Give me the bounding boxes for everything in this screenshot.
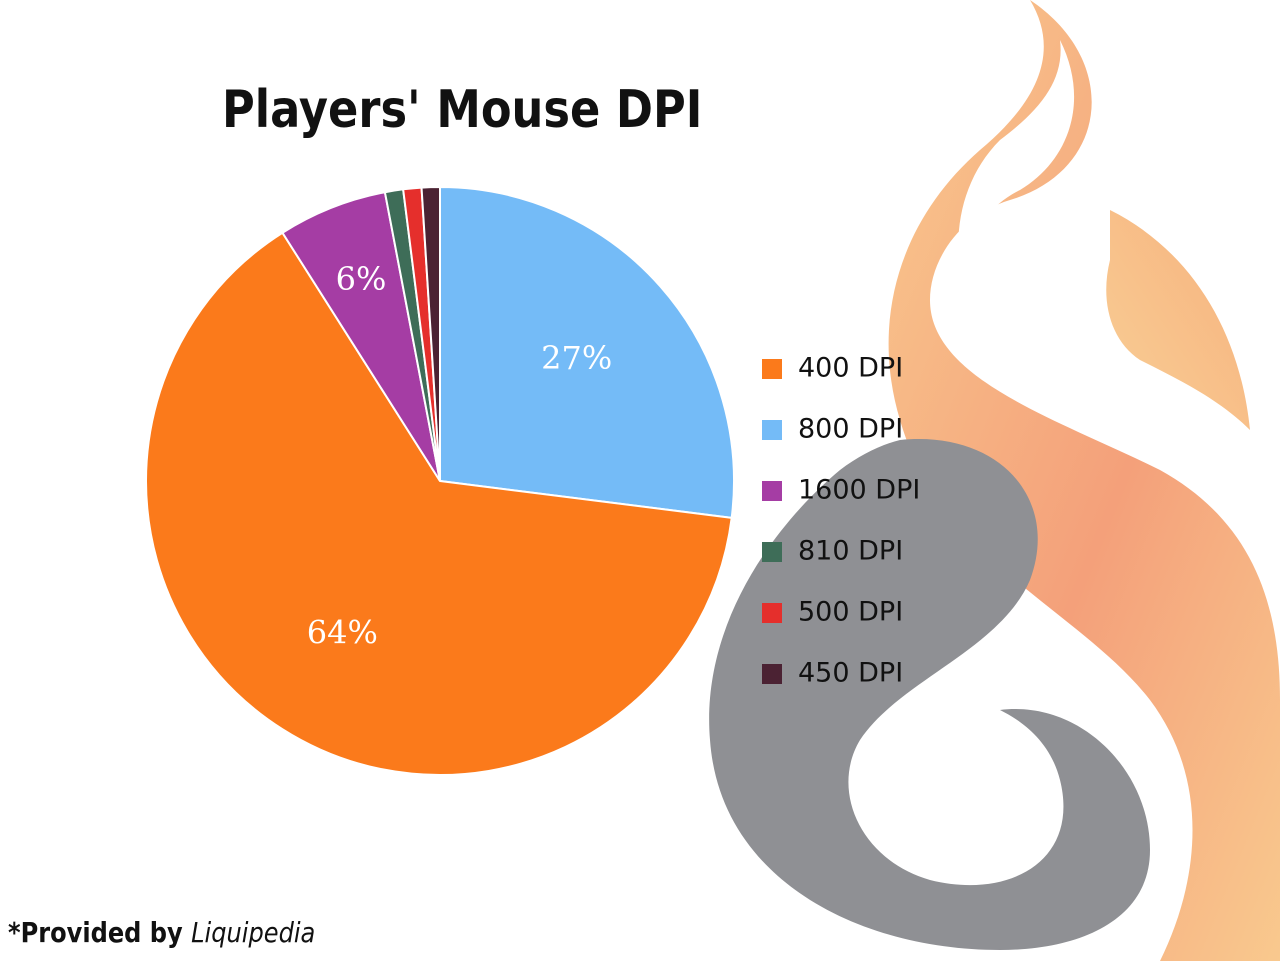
source-name: Liquipedia xyxy=(191,916,316,949)
pie-slices xyxy=(145,185,735,776)
flame-inner-shape xyxy=(1106,210,1250,430)
legend-item-500-dpi: 500 DPI xyxy=(762,597,903,628)
legend-label-450-dpi: 450 DPI xyxy=(798,658,903,689)
legend-label-400-dpi: 400 DPI xyxy=(798,353,903,384)
legend-swatch-400-dpi xyxy=(762,359,782,379)
data-label-800-dpi: 27% xyxy=(541,339,612,377)
chart-title: Players' Mouse DPI xyxy=(222,80,703,140)
chart-legend: 400 DPI 800 DPI 1600 DPI 810 DPI 500 DPI 450 … xyxy=(762,353,920,689)
pie-slice-450-dpi xyxy=(420,185,441,482)
flame-carve-shape xyxy=(958,40,1075,290)
legend-swatch-500-dpi xyxy=(762,603,782,623)
legend-label-810-dpi: 810 DPI xyxy=(798,536,903,567)
legend-label-500-dpi: 500 DPI xyxy=(798,597,903,628)
data-label-400-dpi: 64% xyxy=(307,613,378,651)
legend-label-1600-dpi: 1600 DPI xyxy=(798,475,920,506)
swirl-shape xyxy=(709,439,1150,950)
legend-item-400-dpi: 400 DPI xyxy=(762,353,903,384)
pie-slice-800-dpi xyxy=(439,185,735,519)
source-prefix: *Provided by xyxy=(8,916,183,949)
legend-label-800-dpi: 800 DPI xyxy=(798,414,903,445)
pie-slice-400-dpi xyxy=(145,231,733,776)
legend-item-450-dpi: 450 DPI xyxy=(762,658,903,689)
legend-swatch-800-dpi xyxy=(762,420,782,440)
legend-item-1600-dpi: 1600 DPI xyxy=(762,475,920,506)
legend-swatch-810-dpi xyxy=(762,542,782,562)
legend-swatch-1600-dpi xyxy=(762,481,782,501)
source-note: *Provided by Liquipedia xyxy=(8,916,315,949)
legend-swatch-450-dpi xyxy=(762,664,782,684)
flame-outer-shape xyxy=(888,0,1280,961)
pie-data-labels: 27% 64% 6% xyxy=(307,260,613,651)
data-label-1600-dpi: 6% xyxy=(336,260,387,298)
legend-item-800-dpi: 800 DPI xyxy=(762,414,903,445)
legend-item-810-dpi: 810 DPI xyxy=(762,536,903,567)
